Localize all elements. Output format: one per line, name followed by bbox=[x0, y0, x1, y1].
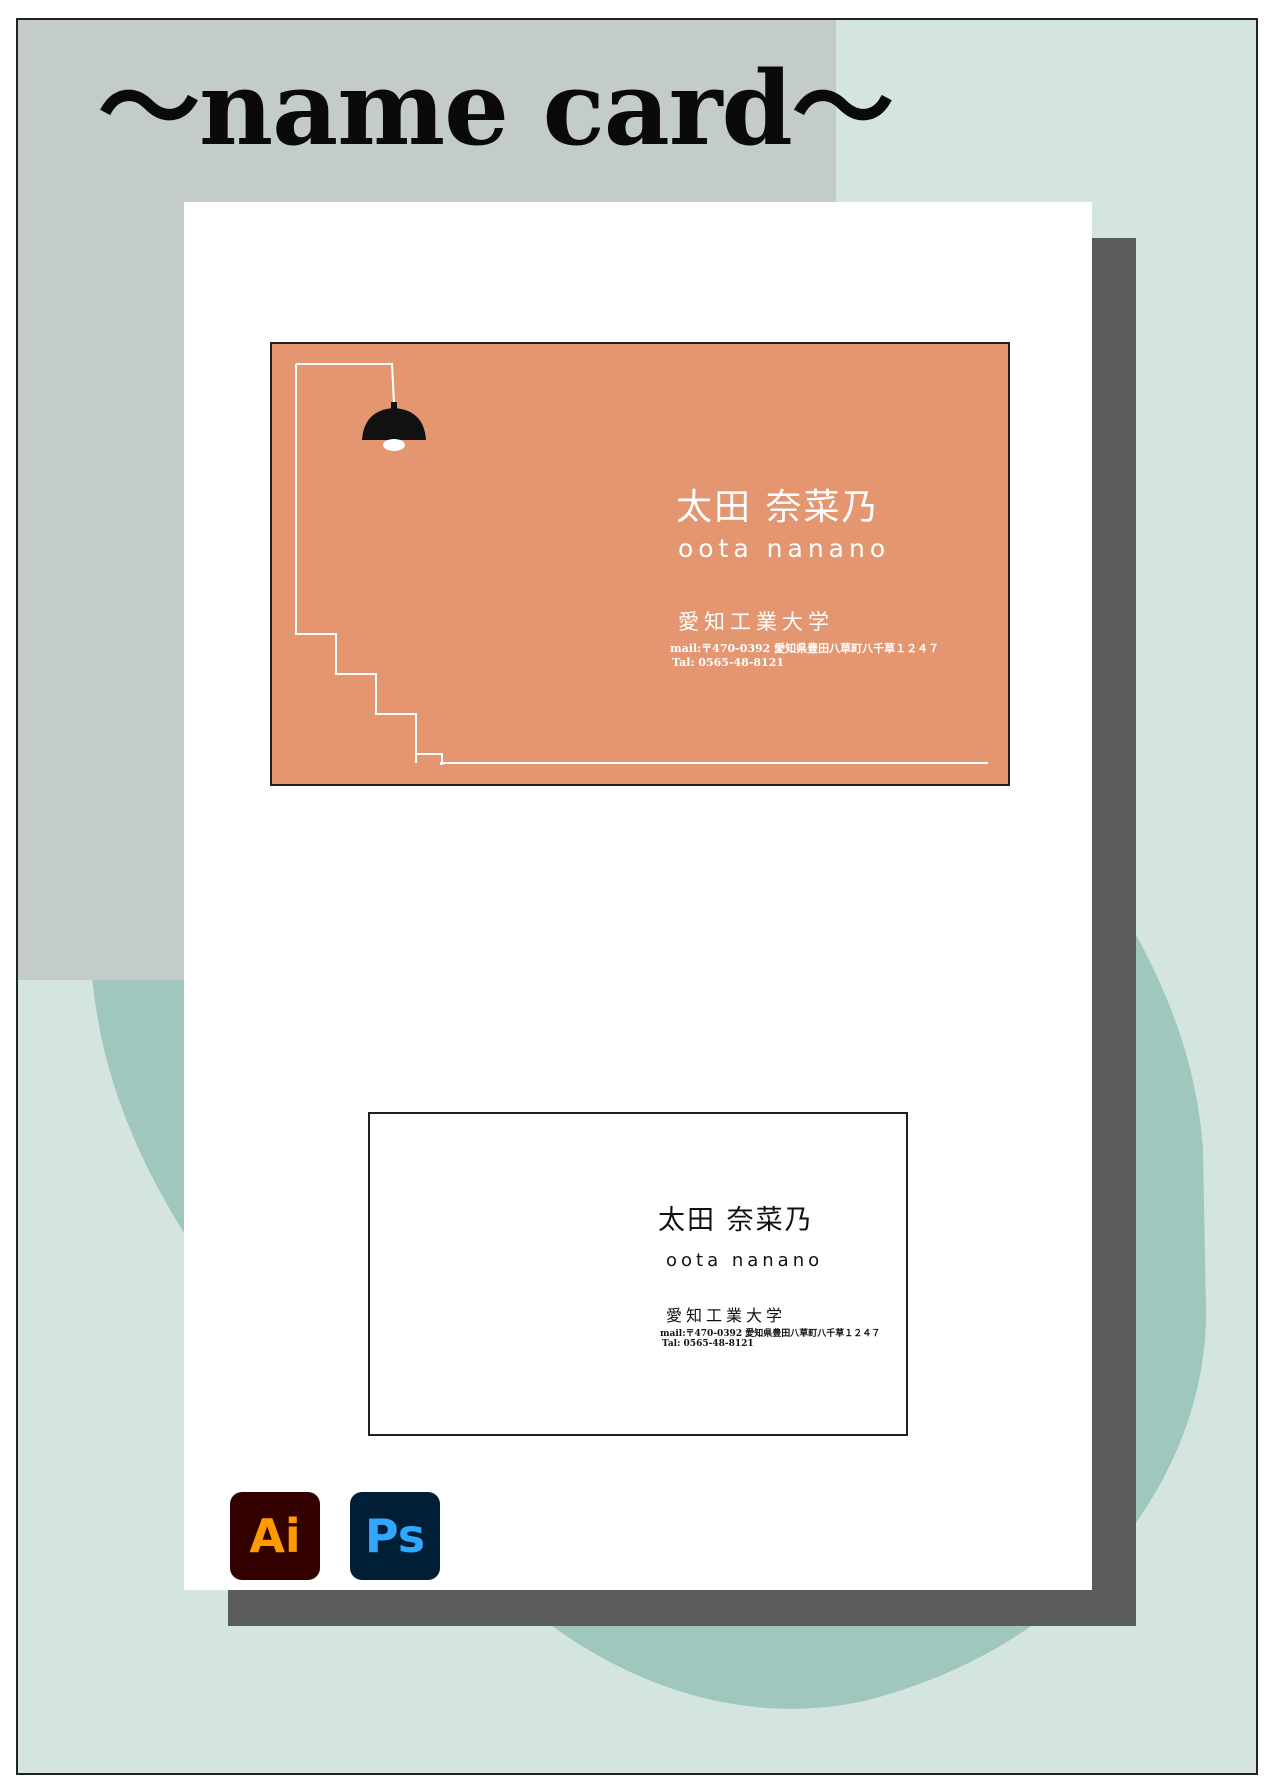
card-university: 愛知工業大学 bbox=[666, 1306, 787, 1325]
card-address: mail:〒470-0392 愛知県豊田八草町八千草１２４７ bbox=[660, 1329, 881, 1339]
illustrator-icon: Ai bbox=[230, 1492, 320, 1580]
name-card-white: 太田 奈菜乃 oota nanano 愛知工業大学 mail:〒470-0392… bbox=[368, 1112, 908, 1436]
card-romaji: oota nanano bbox=[678, 534, 891, 563]
card-romaji: oota nanano bbox=[666, 1250, 824, 1271]
page-title: ～name card～ bbox=[98, 49, 894, 169]
name-card-orange: 太田 奈菜乃 oota nanano 愛知工業大学 mail:〒470-0392… bbox=[270, 342, 1010, 786]
card-university: 愛知工業大学 bbox=[678, 610, 834, 634]
card-name: 太田 奈菜乃 bbox=[676, 487, 880, 528]
card-sheet: 太田 奈菜乃 oota nanano 愛知工業大学 mail:〒470-0392… bbox=[184, 202, 1092, 1590]
lamp-icon bbox=[362, 402, 426, 451]
staircase-line-illustration bbox=[295, 363, 988, 765]
card-phone: Tal: 0565-48-8121 bbox=[662, 1339, 754, 1349]
card-phone: Tal: 0565-48-8121 bbox=[672, 656, 784, 669]
poster-frame: ～name card～ 太田 奈菜乃 oota nanano 愛知工業大学 ma… bbox=[16, 18, 1258, 1775]
card-address: mail:〒470-0392 愛知県豊田八草町八千草１２４７ bbox=[670, 642, 940, 655]
card-name: 太田 奈菜乃 bbox=[658, 1205, 814, 1236]
photoshop-icon: Ps bbox=[350, 1492, 440, 1580]
